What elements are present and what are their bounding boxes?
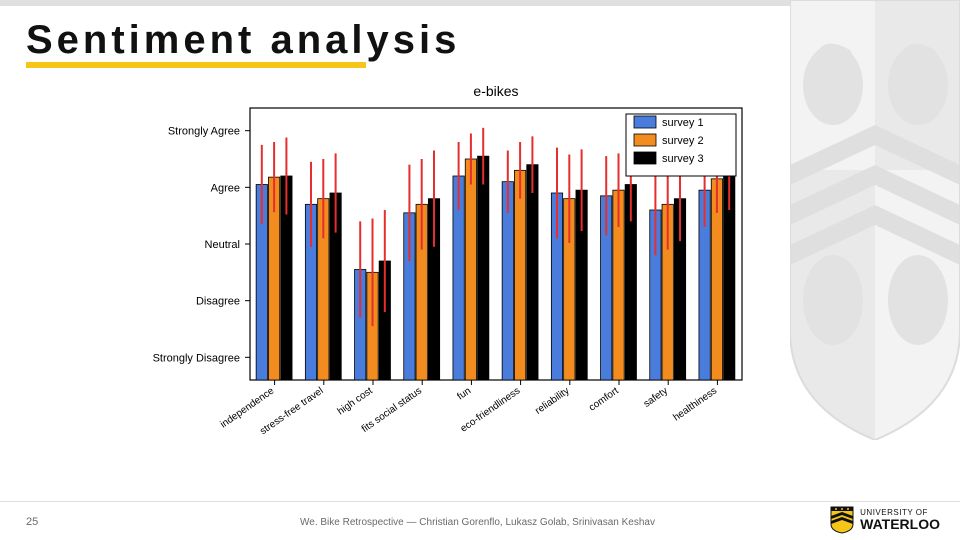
footer-divider — [0, 501, 960, 502]
title-underline — [26, 62, 366, 68]
svg-text:Strongly Agree: Strongly Agree — [168, 126, 240, 138]
svg-text:e-bikes: e-bikes — [473, 83, 518, 99]
university-logo: UNIVERSITY OF WATERLOO — [830, 506, 940, 534]
svg-text:healthiness: healthiness — [671, 385, 719, 423]
svg-text:safety: safety — [642, 385, 670, 409]
slide-title: Sentiment analysis — [26, 18, 460, 63]
svg-text:fun: fun — [455, 385, 473, 402]
svg-text:reliability: reliability — [533, 385, 571, 416]
sentiment-chart: e-bikes Strongly Disagree Disagree Neutral A… — [120, 80, 760, 480]
svg-text:high cost: high cost — [336, 385, 375, 417]
svg-text:Strongly Disagree: Strongly Disagree — [153, 352, 240, 364]
svg-text:Neutral: Neutral — [205, 239, 240, 251]
page-number: 25 — [26, 516, 38, 528]
svg-text:survey 1: survey 1 — [662, 117, 704, 129]
svg-text:Disagree: Disagree — [196, 296, 240, 308]
watermark-crest — [790, 0, 960, 440]
svg-text:comfort: comfort — [587, 385, 621, 413]
slide: Sentiment analysis — [0, 0, 960, 540]
svg-text:Agree: Agree — [211, 182, 240, 194]
logo-text: UNIVERSITY OF WATERLOO — [860, 509, 940, 531]
logo-line2: WATERLOO — [860, 517, 940, 531]
svg-text:survey 3: survey 3 — [662, 153, 704, 165]
waterloo-shield-icon — [830, 506, 854, 534]
footer-text: We. Bike Retrospective — Christian Goren… — [300, 517, 655, 528]
svg-text:survey 2: survey 2 — [662, 135, 704, 147]
